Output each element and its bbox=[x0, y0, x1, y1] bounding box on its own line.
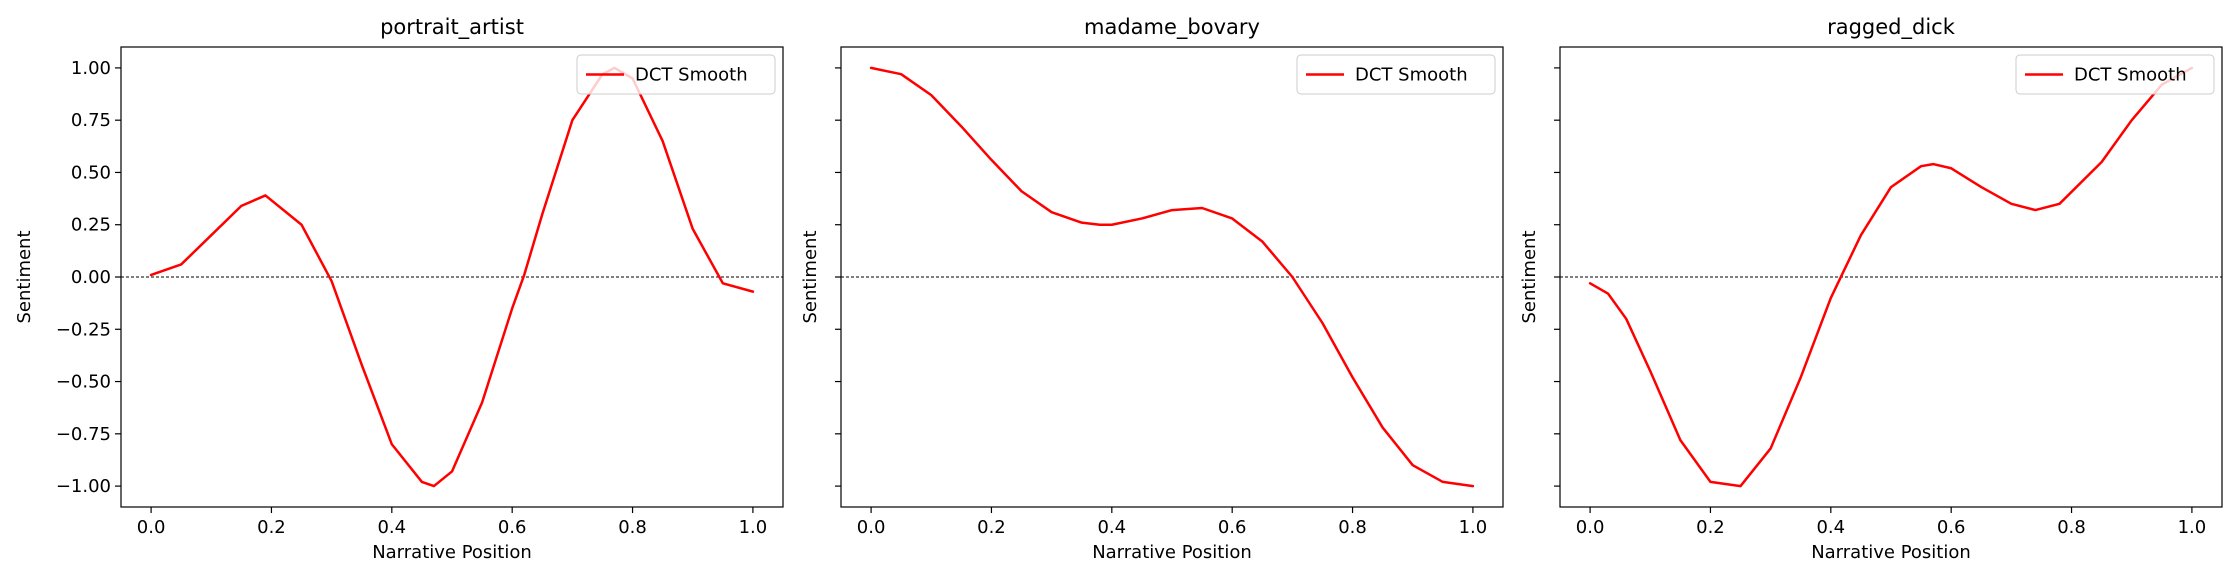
panel-madame_bovary: 0.0 0.2 0.4 0.6 0.8 1.0 madame_bovary Narrative… bbox=[800, 15, 1504, 563]
legend: DCT Smooth bbox=[1296, 54, 1496, 95]
y-tick-label: 0.50 bbox=[71, 162, 111, 183]
legend-box bbox=[2015, 54, 2215, 95]
y-axis-label: Sentiment bbox=[800, 230, 821, 323]
x-tick-label: 1.0 bbox=[2178, 517, 2207, 538]
x-axis-label: Narrative Position bbox=[1092, 542, 1252, 563]
x-tick-label: 0.2 bbox=[1696, 517, 1725, 538]
y-axis-label: Sentiment bbox=[1519, 230, 1540, 323]
legend-label: DCT Smooth bbox=[1355, 65, 1468, 86]
y-tick-label: −0.25 bbox=[56, 319, 111, 340]
y-tick-label: −0.50 bbox=[56, 372, 111, 393]
y-tick-label: −0.75 bbox=[56, 424, 111, 445]
legend: DCT Smooth bbox=[2015, 54, 2215, 95]
x-tick-label: 0.6 bbox=[1218, 517, 1247, 538]
legend-box bbox=[1296, 54, 1496, 95]
x-tick-label: 0.8 bbox=[1338, 517, 1367, 538]
y-tick-label: 0.75 bbox=[71, 110, 111, 131]
panel-portrait_artist: 0.0 0.2 0.4 0.6 0.8 1.0 −1.00 −0.75 −0.50 −0.25 0.… bbox=[14, 15, 784, 563]
panel-ragged_dick: 0.0 0.2 0.4 0.6 0.8 1.0 ragged_dick Narrative P… bbox=[1519, 15, 2223, 563]
x-tick-label: 1.0 bbox=[739, 517, 768, 538]
x-tick-label: 0.4 bbox=[377, 517, 406, 538]
x-tick-label: 0.0 bbox=[137, 517, 166, 538]
panel-title: ragged_dick bbox=[1827, 15, 1956, 40]
y-tick-label: 0.00 bbox=[71, 267, 111, 288]
x-tick-label: 0.2 bbox=[257, 517, 286, 538]
panel-title: madame_bovary bbox=[1084, 15, 1260, 40]
legend-label: DCT Smooth bbox=[635, 65, 748, 86]
legend: DCT Smooth bbox=[576, 54, 776, 95]
x-tick-label: 1.0 bbox=[1459, 517, 1488, 538]
panel-title: portrait_artist bbox=[380, 15, 524, 40]
x-tick-label: 0.4 bbox=[1816, 517, 1845, 538]
series-line-1 bbox=[1588, 66, 2194, 488]
x-tick-label: 0.4 bbox=[1097, 517, 1126, 538]
x-tick-label: 0.6 bbox=[1937, 517, 1966, 538]
x-axis-label: Narrative Position bbox=[372, 542, 532, 563]
x-axis-label: Narrative Position bbox=[1811, 542, 1971, 563]
legend-box bbox=[576, 54, 776, 95]
x-tick-label: 0.2 bbox=[977, 517, 1006, 538]
x-tick-label: 0.0 bbox=[857, 517, 886, 538]
x-tick-label: 0.8 bbox=[618, 517, 647, 538]
y-axis-label: Sentiment bbox=[14, 230, 35, 323]
x-tick-label: 0.8 bbox=[2057, 517, 2086, 538]
y-tick-label: 1.00 bbox=[71, 58, 111, 79]
y-tick-label: −1.00 bbox=[56, 476, 111, 497]
x-tick-label: 0.0 bbox=[1576, 517, 1605, 538]
x-tick-label: 0.6 bbox=[498, 517, 527, 538]
series-line-1 bbox=[869, 66, 1475, 488]
y-tick-label: 0.25 bbox=[71, 215, 111, 236]
legend-label: DCT Smooth bbox=[2074, 65, 2187, 86]
